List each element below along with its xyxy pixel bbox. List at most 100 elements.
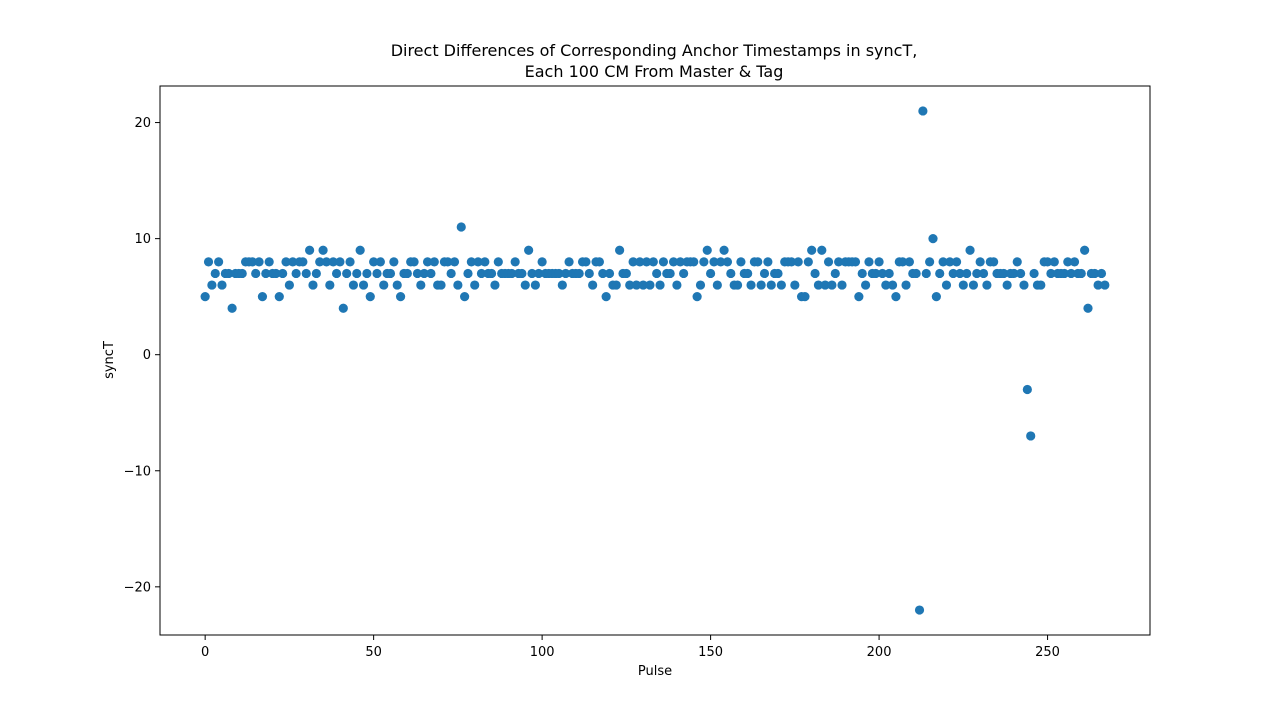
data-point xyxy=(726,268,736,279)
data-point xyxy=(887,280,898,290)
data-point xyxy=(658,257,669,267)
data-point xyxy=(854,292,864,302)
data-point xyxy=(884,268,894,279)
data-point xyxy=(419,268,429,279)
data-point xyxy=(426,268,436,279)
data-point xyxy=(453,280,463,290)
data-point xyxy=(490,280,500,290)
data-point xyxy=(837,280,847,290)
data-point xyxy=(743,268,753,279)
data-point xyxy=(385,268,396,279)
data-point xyxy=(460,292,470,302)
x-axis-label: Pulse xyxy=(638,664,672,679)
data-point xyxy=(975,257,985,267)
data-point xyxy=(281,257,291,267)
data-point xyxy=(325,280,335,290)
x-tick-label: 50 xyxy=(365,645,382,660)
data-point xyxy=(207,280,217,290)
data-point xyxy=(938,257,948,267)
data-point xyxy=(598,268,608,279)
data-point xyxy=(877,268,888,279)
data-point xyxy=(766,280,776,290)
y-tick-label: 10 xyxy=(134,232,151,247)
data-point xyxy=(1090,268,1100,279)
data-point xyxy=(722,257,733,267)
data-point xyxy=(355,245,365,255)
data-point xyxy=(369,257,379,267)
data-point xyxy=(604,268,615,279)
data-point xyxy=(409,257,419,267)
data-point xyxy=(1080,245,1090,255)
data-point xyxy=(264,257,274,267)
data-point xyxy=(648,257,658,267)
data-point xyxy=(1063,257,1073,267)
data-point xyxy=(328,257,338,267)
data-point xyxy=(871,268,881,279)
data-point xyxy=(803,257,813,267)
data-point xyxy=(372,268,382,279)
x-tick-label: 0 xyxy=(201,645,209,660)
data-point xyxy=(214,257,224,267)
data-point xyxy=(227,303,237,313)
data-point xyxy=(416,280,426,290)
data-point xyxy=(759,268,770,279)
data-point xyxy=(305,245,315,255)
data-point xyxy=(675,257,685,267)
data-point xyxy=(365,292,375,302)
data-point xyxy=(935,268,945,279)
data-point xyxy=(1042,257,1053,267)
data-point xyxy=(732,280,743,290)
data-point xyxy=(611,280,621,290)
data-point xyxy=(813,280,824,290)
x-tick-label: 200 xyxy=(867,645,892,660)
data-point xyxy=(850,257,861,267)
data-point xyxy=(753,257,763,267)
y-axis-label: syncT xyxy=(102,341,117,379)
data-point xyxy=(982,280,992,290)
data-point xyxy=(827,280,837,290)
data-points xyxy=(200,106,1110,615)
data-point xyxy=(480,257,490,267)
y-tick-label: −10 xyxy=(124,464,151,479)
data-point xyxy=(712,280,722,290)
chart-title-line-2: Each 100 CM From Master & Tag xyxy=(525,62,784,81)
x-tick-label: 100 xyxy=(530,645,555,660)
data-point xyxy=(978,268,989,279)
data-point xyxy=(1069,257,1080,267)
data-point xyxy=(1026,431,1036,441)
plot-frame xyxy=(159,85,1151,636)
data-point xyxy=(463,268,473,279)
data-point xyxy=(311,268,321,279)
data-point xyxy=(834,257,844,267)
data-point xyxy=(321,257,332,267)
data-point xyxy=(456,222,466,232)
data-point xyxy=(278,268,288,279)
data-point xyxy=(817,245,827,255)
data-point xyxy=(557,280,567,290)
data-point xyxy=(443,257,453,267)
data-point xyxy=(362,268,372,279)
data-point xyxy=(695,280,706,290)
data-point xyxy=(534,268,544,279)
data-point xyxy=(965,245,975,255)
data-point xyxy=(641,257,652,267)
data-point xyxy=(581,257,591,267)
data-point xyxy=(692,292,702,302)
data-point xyxy=(486,268,497,279)
data-point xyxy=(379,280,389,290)
data-point xyxy=(989,257,999,267)
x-axis-ticks: 0 50 100 150 200 250 xyxy=(201,635,1060,660)
data-point xyxy=(898,257,908,267)
data-point xyxy=(631,280,642,290)
data-point xyxy=(348,280,359,290)
data-point xyxy=(941,280,952,290)
data-point xyxy=(945,257,955,267)
y-axis-ticks: −20 −10 0 10 20 xyxy=(124,116,160,595)
data-point xyxy=(645,280,655,290)
data-point xyxy=(470,280,480,290)
data-point xyxy=(911,268,921,279)
data-point xyxy=(689,257,699,267)
data-point xyxy=(699,257,709,267)
data-point xyxy=(517,268,527,279)
data-point xyxy=(1046,268,1056,279)
